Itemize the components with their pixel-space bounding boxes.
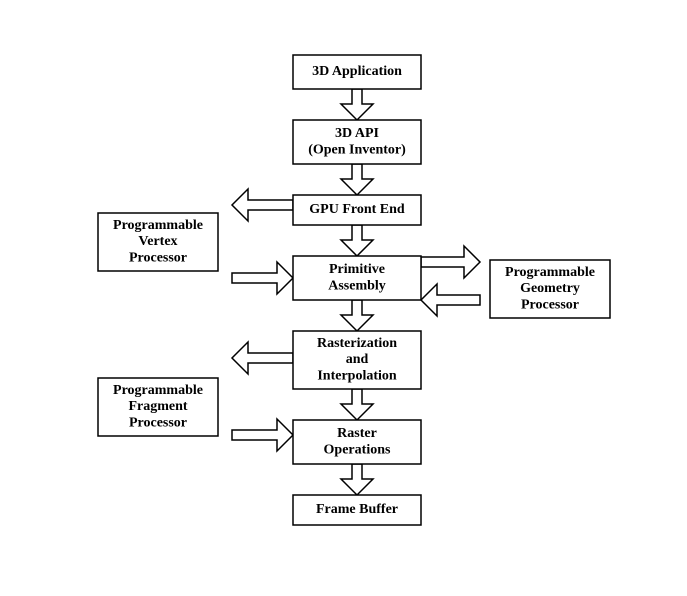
node-gp-label: Processor (521, 297, 579, 312)
node-vp-label: Programmable (113, 218, 203, 233)
node-rop-label: Raster (337, 426, 377, 441)
node-rast-label: Interpolation (317, 368, 397, 383)
node-fb-label: Frame Buffer (316, 502, 398, 517)
node-gpu-label: GPU Front End (309, 202, 405, 217)
node-rast-label: Rasterization (317, 336, 397, 351)
node-fp-label: Fragment (128, 399, 187, 414)
node-rast-label: and (346, 352, 369, 367)
node-fp-label: Programmable (113, 383, 203, 398)
node-api-label: 3D API (335, 126, 379, 141)
node-prim-label: Assembly (328, 278, 386, 293)
node-vp-label: Processor (129, 250, 187, 265)
node-api-label: (Open Inventor) (308, 142, 406, 157)
node-vp-label: Vertex (138, 234, 177, 249)
node-fp-label: Processor (129, 415, 187, 430)
node-gp-label: Geometry (520, 281, 580, 296)
node-prim-label: Primitive (329, 262, 385, 277)
node-app-label: 3D Application (312, 64, 402, 79)
node-rop-label: Operations (324, 442, 391, 457)
node-gp-label: Programmable (505, 265, 595, 280)
